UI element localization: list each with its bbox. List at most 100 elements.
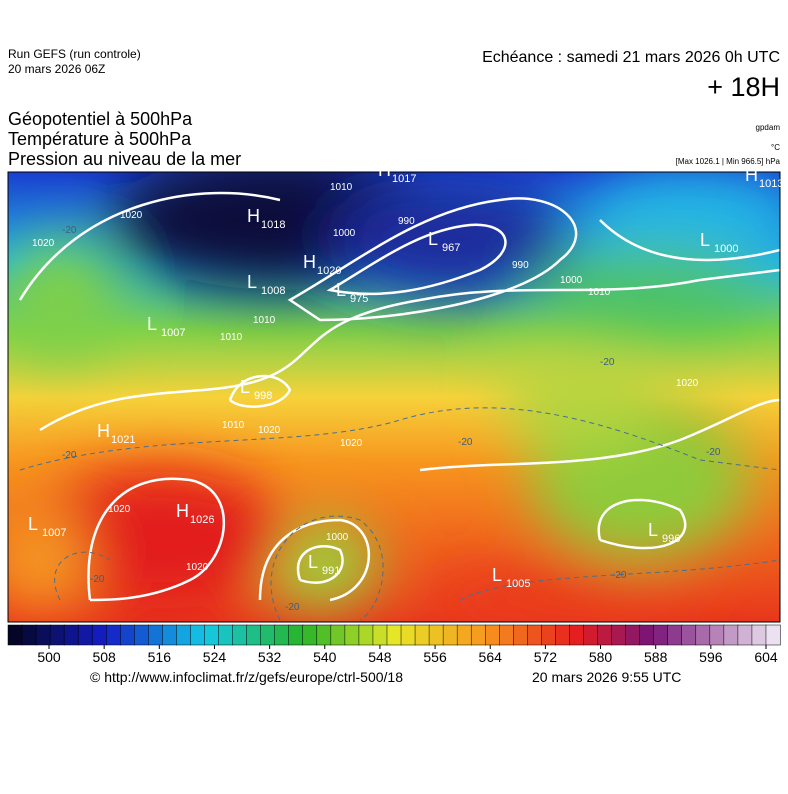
- colorbar-swatch: [428, 624, 444, 646]
- colorbar-swatch: [442, 624, 458, 646]
- center-type: L: [308, 552, 318, 572]
- colorbar-swatch: [162, 624, 178, 646]
- colorbar-swatch: [49, 624, 65, 646]
- colorbar-swatch: [751, 624, 767, 646]
- lead-time: + 18H: [707, 72, 780, 102]
- isobar-label: 1000: [333, 228, 356, 239]
- temperature-label: -20: [285, 602, 300, 613]
- colorbar: 500 508 516 524 532 540 548 556 564 572 580 588 596 6…: [7, 624, 781, 665]
- echeance: Echéance : samedi 21 mars 2026 0h UTC: [482, 49, 780, 66]
- colorbar-tick-label: 564: [479, 649, 503, 665]
- center-type: L: [247, 272, 257, 292]
- map-frame: [7, 171, 781, 623]
- colorbar-swatch: [653, 624, 669, 646]
- isobar-label: 1010: [330, 182, 353, 193]
- colorbar-swatch: [35, 624, 51, 646]
- isobar-label: 1000: [326, 532, 349, 543]
- colorbar-swatch: [344, 624, 360, 646]
- issued: 20 mars 2026 9:55 UTC: [532, 669, 681, 685]
- colorbar-swatch: [358, 624, 374, 646]
- center-pressure: 1020: [317, 265, 341, 277]
- colorbar-swatch: [737, 624, 753, 646]
- center-pressure: 991: [322, 565, 340, 577]
- center-pressure: 1005: [506, 578, 530, 590]
- colorbar-swatch: [372, 624, 388, 646]
- colorbar-swatch: [667, 624, 683, 646]
- colorbar-swatch: [414, 624, 430, 646]
- colorbar-swatch: [541, 624, 557, 646]
- center-pressure: 1000: [714, 243, 738, 255]
- title: Température à 500hPa: [8, 129, 192, 149]
- isobar-label: 990: [398, 216, 415, 227]
- center-type: L: [240, 377, 250, 397]
- colorbar-swatch: [330, 624, 346, 646]
- center-pressure: 1026: [190, 514, 214, 526]
- colorbar-swatch: [681, 624, 697, 646]
- colorbar-tick-label: 524: [203, 649, 227, 665]
- colorbar-tick-label: 500: [37, 649, 61, 665]
- center-pressure: 975: [350, 293, 368, 305]
- center-type: H: [97, 421, 110, 441]
- title: Pression au niveau de la mer: [8, 149, 241, 169]
- center-type: H: [303, 252, 316, 272]
- isobar-label: 1000: [560, 275, 583, 286]
- colorbar-swatch: [232, 624, 248, 646]
- center-type: L: [492, 565, 502, 585]
- center-type: L: [428, 229, 438, 249]
- colorbar-tick-label: 548: [368, 649, 392, 665]
- source: © http://www.infoclimat.fr/z/gefs/europe…: [90, 669, 403, 685]
- unit: °C: [771, 143, 780, 152]
- center-type: L: [648, 520, 658, 540]
- temperature-label: -20: [90, 574, 105, 585]
- center-pressure: 1007: [161, 327, 185, 339]
- colorbar-swatch: [176, 624, 192, 646]
- title: Géopotentiel à 500hPa: [8, 109, 193, 129]
- center-type: L: [28, 514, 38, 534]
- colorbar-swatch: [91, 624, 108, 646]
- colorbar-swatch: [260, 624, 276, 646]
- isobar-label: 1010: [253, 315, 276, 326]
- temperature-label: -20: [62, 225, 77, 236]
- temperature-label: -20: [62, 450, 77, 461]
- colorbar-swatch: [386, 624, 402, 646]
- isobar-label: 1020: [676, 378, 699, 389]
- center-type: H: [247, 206, 260, 226]
- center-type: L: [336, 280, 346, 300]
- temperature-label: -20: [600, 357, 615, 368]
- colorbar-tick-label: 540: [313, 649, 337, 665]
- colorbar-swatch: [583, 624, 599, 646]
- isobar-label: 1020: [108, 504, 131, 515]
- isobar-label: 990: [512, 260, 529, 271]
- colorbar-tick-label: 596: [699, 649, 723, 665]
- colorbar-swatch: [470, 624, 486, 646]
- colorbar-tick-label: 516: [148, 649, 172, 665]
- colorbar-swatch: [288, 624, 304, 646]
- colorbar-swatch: [499, 624, 515, 646]
- colorbar-swatch: [709, 624, 725, 646]
- unit: [Max 1026.1 | Min 966.5] hPa: [676, 157, 781, 166]
- center-type: L: [700, 230, 710, 250]
- colorbar-swatch: [484, 624, 501, 646]
- colorbar-tick-label: 588: [644, 649, 668, 665]
- colorbar-tick-label: 508: [92, 649, 116, 665]
- colorbar-swatch: [569, 624, 585, 646]
- colorbar-swatch: [120, 624, 136, 646]
- isobar-label: 1010: [222, 420, 245, 431]
- colorbar-swatch: [513, 624, 529, 646]
- center-pressure: 1018: [261, 219, 285, 231]
- center-pressure: 996: [662, 533, 680, 545]
- colorbar-tick-label: 604: [754, 649, 778, 665]
- colorbar-swatch: [246, 624, 262, 646]
- run: Run GEFS (run controle): [8, 47, 141, 61]
- colorbar-swatch: [204, 624, 220, 646]
- colorbar-tick-label: 580: [589, 649, 613, 665]
- colorbar-tick-label: 556: [423, 649, 447, 665]
- center-pressure: 967: [442, 242, 460, 254]
- colorbar-swatch: [555, 624, 571, 646]
- map-field: [8, 172, 780, 622]
- center-type: L: [147, 314, 157, 334]
- colorbar-swatch: [723, 624, 739, 646]
- colorbar-swatch: [302, 624, 318, 646]
